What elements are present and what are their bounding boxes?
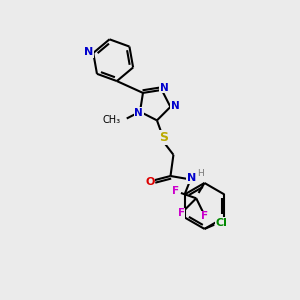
Text: F: F xyxy=(178,208,185,218)
Text: N: N xyxy=(187,173,196,183)
Text: N: N xyxy=(134,108,143,118)
Text: F: F xyxy=(202,211,208,221)
Text: S: S xyxy=(159,131,168,144)
Text: N: N xyxy=(171,101,179,111)
Text: CH₃: CH₃ xyxy=(102,115,120,125)
Text: H: H xyxy=(197,169,204,178)
Text: Cl: Cl xyxy=(215,218,227,228)
Text: N: N xyxy=(160,82,169,93)
Text: O: O xyxy=(145,178,154,188)
Text: F: F xyxy=(172,186,179,196)
Text: N: N xyxy=(84,47,94,57)
